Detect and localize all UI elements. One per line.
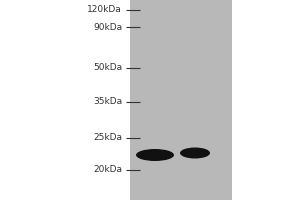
Ellipse shape	[180, 148, 210, 158]
Text: 120kDa: 120kDa	[87, 5, 122, 15]
Text: 35kDa: 35kDa	[93, 98, 122, 106]
Text: 20kDa: 20kDa	[93, 166, 122, 174]
Text: 90kDa: 90kDa	[93, 22, 122, 31]
Bar	[130, 0, 232, 200]
Ellipse shape	[136, 149, 174, 161]
Text: 50kDa: 50kDa	[93, 64, 122, 72]
Text: 25kDa: 25kDa	[93, 134, 122, 142]
